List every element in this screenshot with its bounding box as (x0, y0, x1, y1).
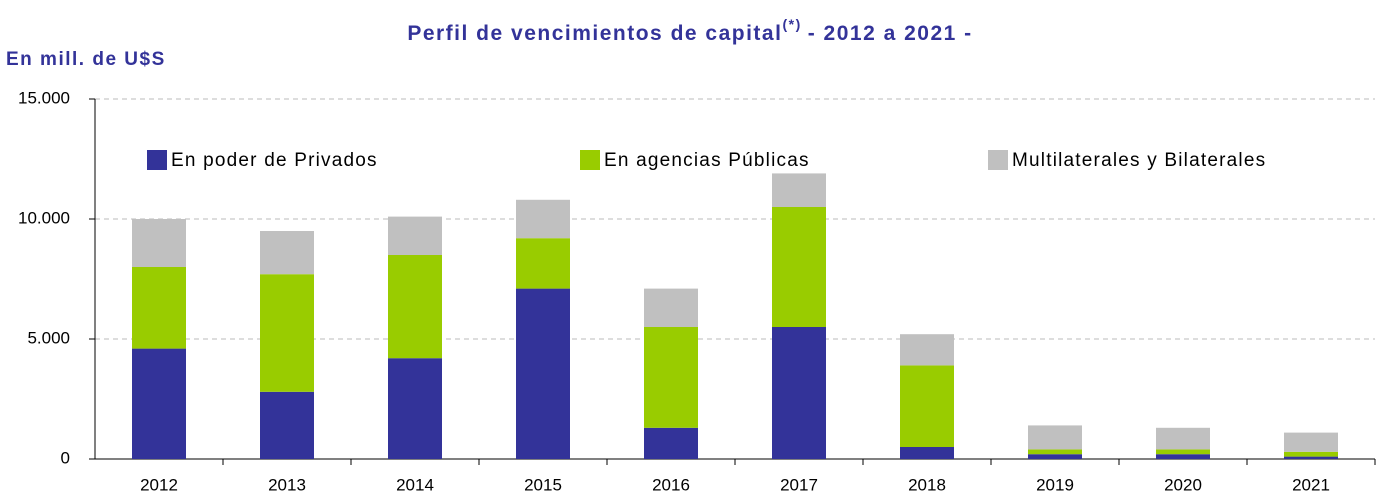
bar-segment (644, 288, 698, 327)
bar-segment (388, 255, 442, 359)
legend-label: En poder de Privados (171, 150, 378, 171)
bar-segment (1156, 449, 1210, 455)
x-tick-label: 2016 (652, 475, 690, 494)
y-axis-label: En mill. de U$S (6, 49, 166, 70)
bar-segment (388, 216, 442, 255)
legend-swatch (988, 150, 1008, 170)
bar-segment (1284, 432, 1338, 452)
bar-segment (1284, 456, 1338, 459)
bar-segment (132, 219, 186, 267)
legend-swatch (147, 150, 167, 170)
legend-label: Multilaterales y Bilaterales (1012, 150, 1266, 171)
bar-segment (900, 334, 954, 366)
bar-segment (1028, 454, 1082, 459)
y-tick-label: 15.000 (18, 88, 70, 107)
x-tick-label: 2018 (908, 475, 946, 494)
bar-segment (1028, 425, 1082, 450)
bar-segment (132, 348, 186, 459)
bar-segment (772, 207, 826, 327)
bar-segment (1156, 454, 1210, 459)
bar-segment (772, 327, 826, 459)
y-tick-label: 10.000 (18, 208, 70, 227)
x-tick-label: 2015 (524, 475, 562, 494)
legend-swatch (580, 150, 600, 170)
x-tick-label: 2017 (780, 475, 818, 494)
chart-title: Perfil de vencimientos de capital(*) - 20… (407, 16, 972, 45)
x-tick-label: 2014 (396, 475, 434, 494)
title-main: Perfil de vencimientos de capital (407, 22, 782, 45)
x-tick-label: 2019 (1036, 475, 1074, 494)
bar-segment (772, 173, 826, 207)
bar-segment (1284, 451, 1338, 457)
y-tick-label: 5.000 (27, 328, 70, 347)
bar-segment (644, 427, 698, 459)
bar-segment (900, 447, 954, 459)
title-note: (*) (782, 16, 801, 32)
x-tick-label: 2021 (1292, 475, 1330, 494)
bar-segment (388, 358, 442, 459)
bar-segment (260, 391, 314, 459)
x-tick-label: 2020 (1164, 475, 1202, 494)
x-tick-label: 2013 (268, 475, 306, 494)
bar-segment (260, 274, 314, 392)
bar-segment (516, 238, 570, 289)
title-suffix: - 2012 a 2021 - (808, 22, 973, 45)
bar-segment (260, 231, 314, 275)
y-tick-label: 0 (61, 448, 70, 467)
bar-segment (516, 288, 570, 459)
bar-segment (644, 327, 698, 428)
bar-segment (900, 365, 954, 447)
legend-label: En agencias Públicas (604, 150, 810, 171)
bar-segment (1156, 427, 1210, 450)
bar-segment (516, 199, 570, 239)
x-tick-label: 2012 (140, 475, 178, 494)
bar-segment (132, 267, 186, 349)
bar-segment (1028, 449, 1082, 455)
